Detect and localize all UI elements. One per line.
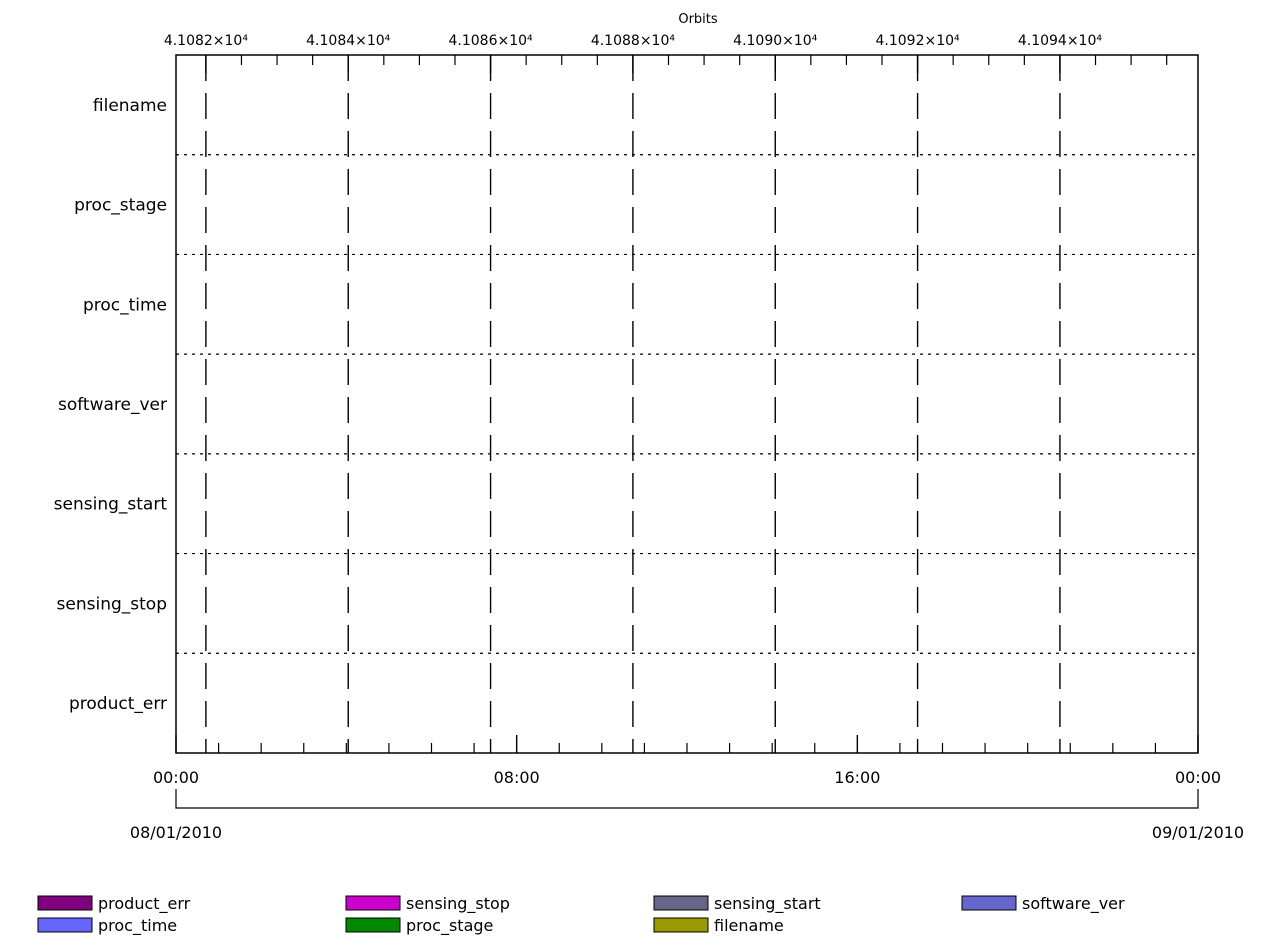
row-separators [176,155,1198,654]
legend-swatch [654,896,708,910]
legend-label: software_ver [1022,894,1125,914]
bottom-axis-tick-labels: 00:00 08:00 16:00 00:00 [153,768,1221,787]
row-label: proc_stage [74,196,167,216]
row-labels: filename proc_stage proc_time software_vers… [54,96,168,714]
top-tick-label: 4.1092×10⁴ [876,33,961,49]
top-axis-tick-labels: 4.1082×10⁴ 4.1084×10⁴ 4.1086×10⁴ 4.1088×10⁴… [164,33,1103,49]
bottom-axis-ticks [176,735,1198,753]
top-tick-label: 4.1084×10⁴ [306,33,391,49]
top-axis-ticks [206,55,1167,73]
row-label: filename [93,96,167,116]
bottom-tick-label: 16:00 [834,768,880,787]
top-tick-label: 4.1088×10⁴ [591,33,676,49]
legend-label: sensing_start [714,894,821,914]
legend-label: proc_stage [406,916,493,936]
row-label: proc_time [83,295,167,315]
legend-label: sensing_stop [406,894,510,914]
date-range-bracket [176,789,1198,808]
row-label: software_ver [58,395,167,415]
bottom-tick-label: 00:00 [153,768,199,787]
legend-label: filename [714,916,784,935]
legend-swatch [346,918,400,932]
top-tick-label: 4.1094×10⁴ [1018,33,1103,49]
legend-swatch [38,918,92,932]
legend-label: product_err [98,894,191,914]
row-label: sensing_stop [57,594,167,614]
legend-swatch [346,896,400,910]
bottom-tick-label: 00:00 [1175,768,1221,787]
legend-swatch [654,918,708,932]
date-start-label: 08/01/2010 [130,823,222,842]
legend-label: proc_time [98,916,177,936]
bottom-tick-label: 08:00 [494,768,540,787]
top-tick-label: 4.1086×10⁴ [448,33,533,49]
row-label: sensing_start [54,495,168,515]
top-tick-label: 4.1082×10⁴ [164,33,249,49]
legend-swatch [38,896,92,910]
legend: product_err sensing_stop sensing_start soft… [38,894,1125,936]
top-axis-title: Orbits [678,12,718,27]
date-end-label: 09/01/2010 [1152,823,1244,842]
top-tick-label: 4.1090×10⁴ [733,33,818,49]
legend-swatch [962,896,1016,910]
orbit-gridlines [206,55,1060,753]
plot-frame [176,55,1198,753]
row-label: product_err [69,694,167,714]
